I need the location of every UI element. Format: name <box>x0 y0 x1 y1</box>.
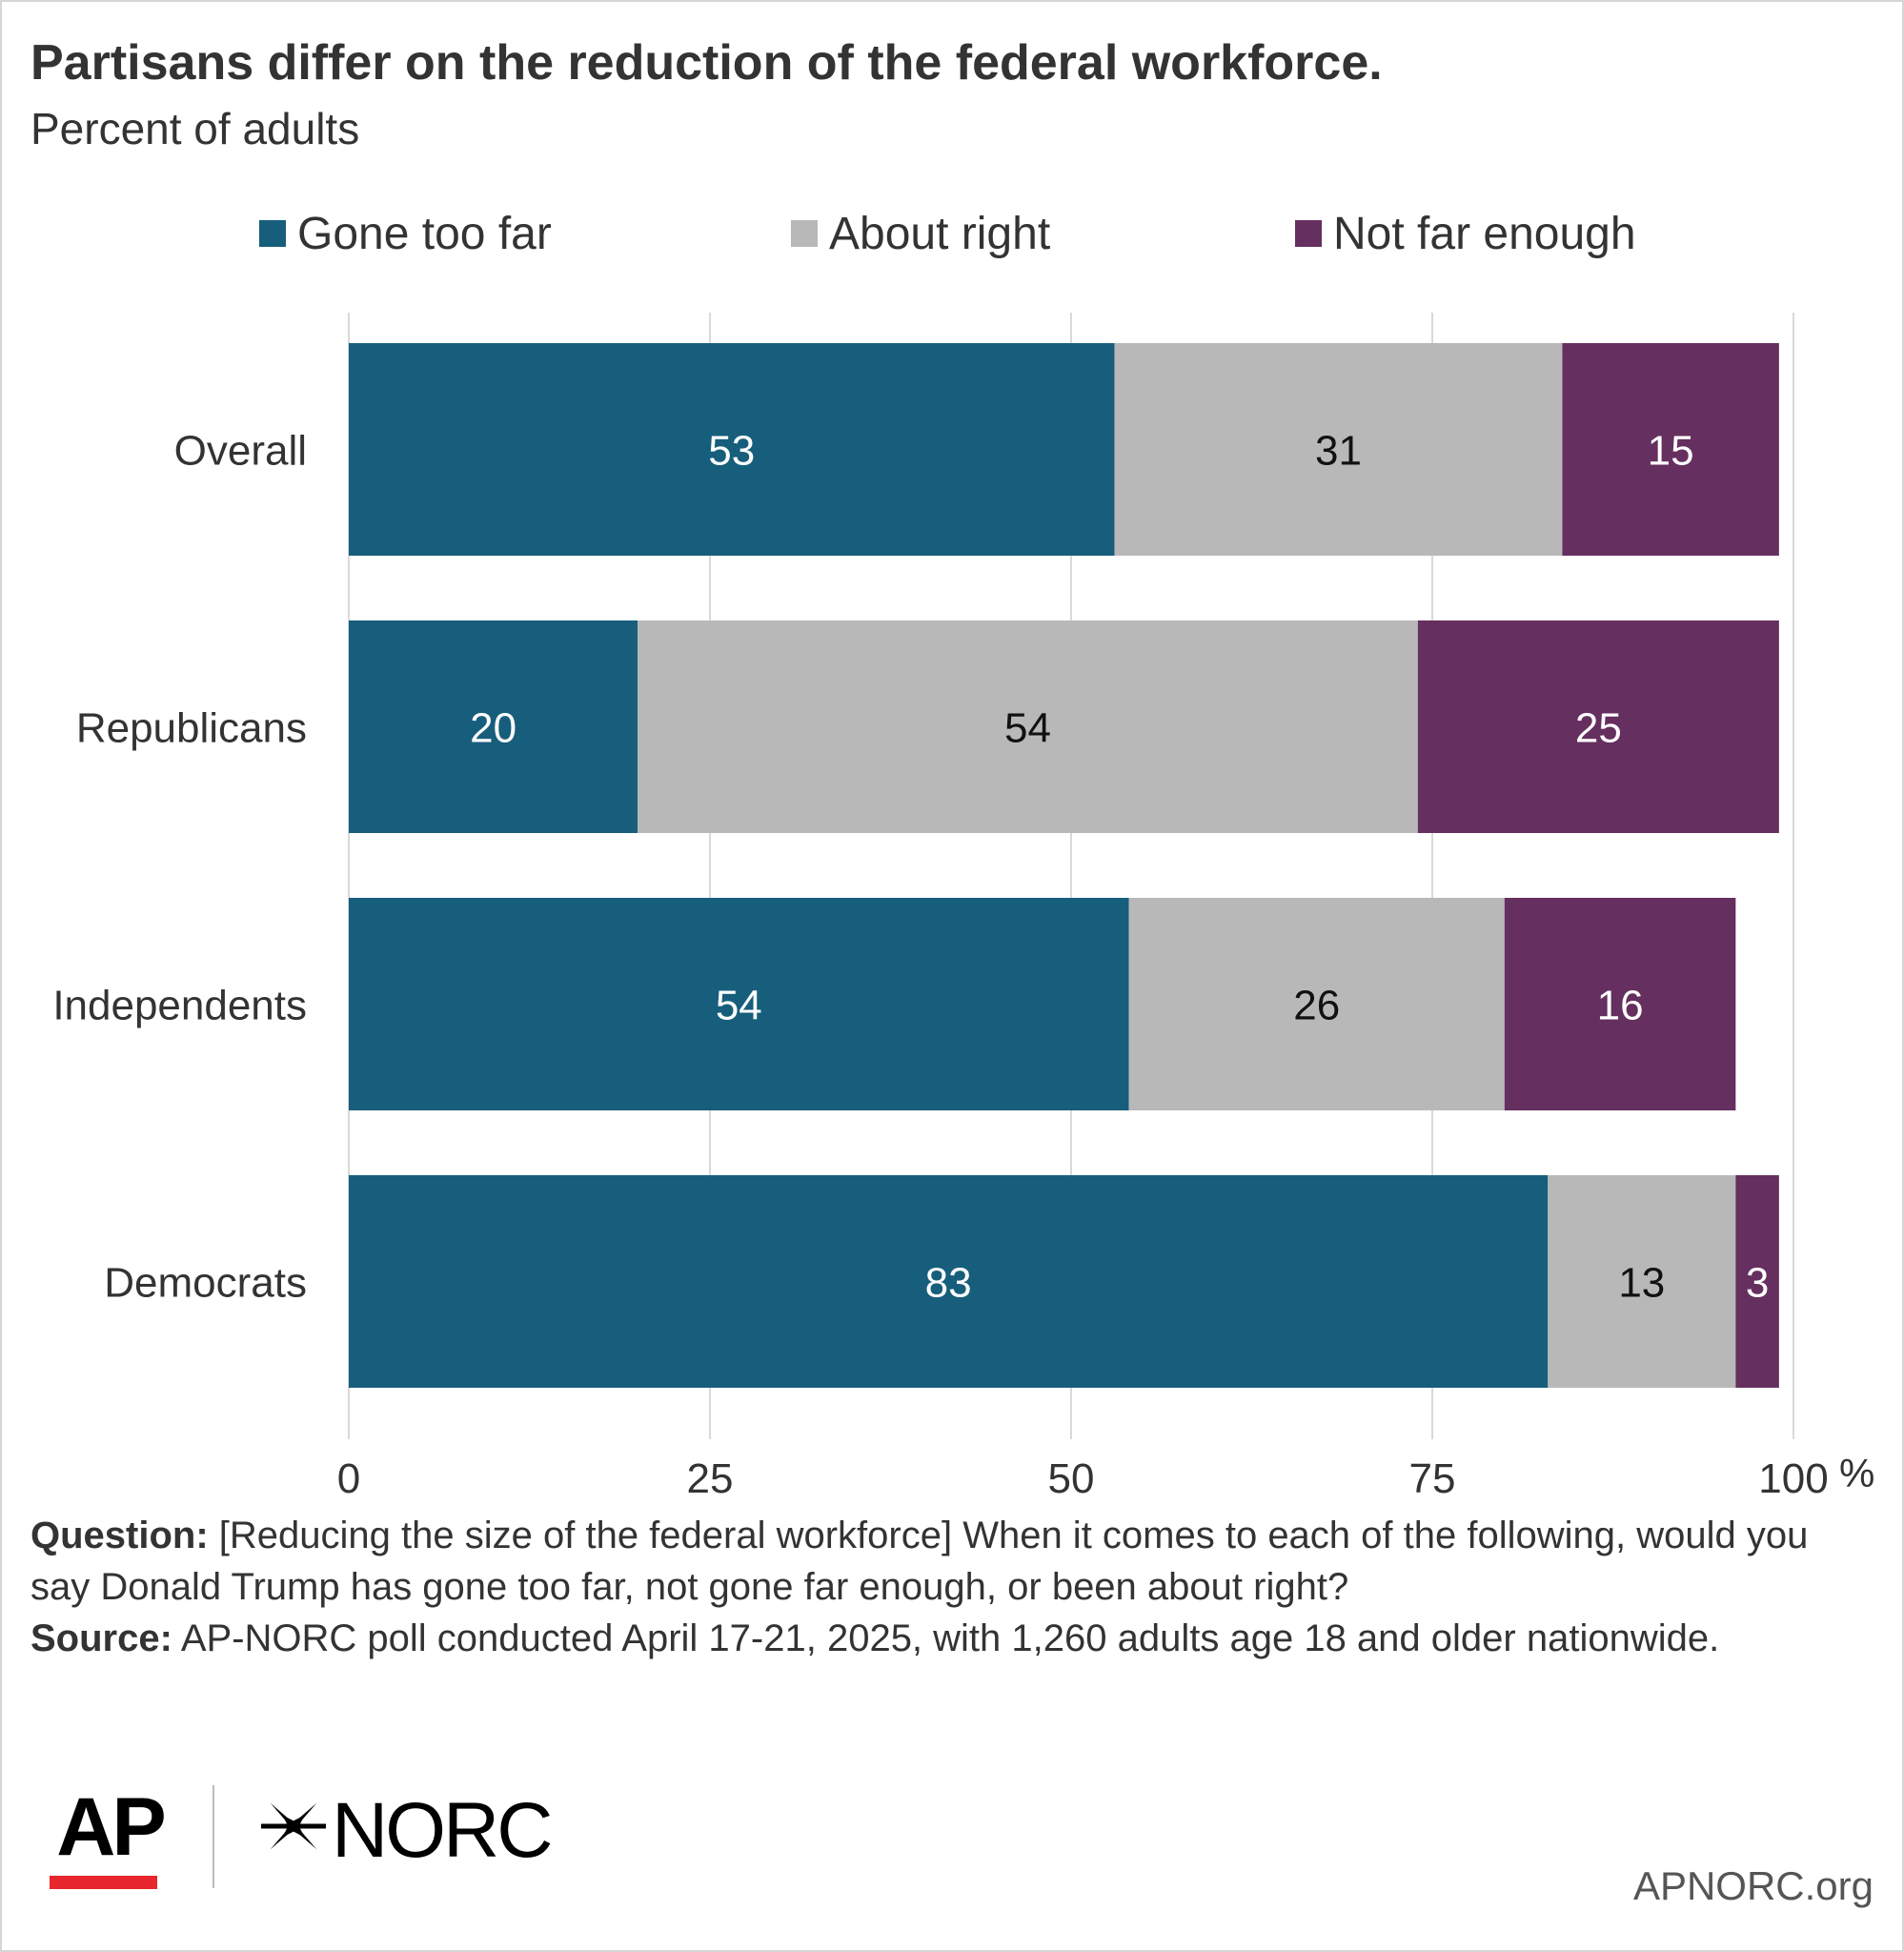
data-label-democrats-gone-too-far: 83 <box>925 1260 972 1307</box>
norc-star-icon <box>261 1802 326 1850</box>
data-label-overall-not-far-enough: 15 <box>1648 428 1694 475</box>
ap-logo-text: AP <box>56 1781 164 1873</box>
source-label: Source: <box>30 1617 172 1659</box>
category-label-democrats: Democrats <box>104 1260 307 1307</box>
data-label-democrats-about-right: 13 <box>1618 1260 1665 1307</box>
logo-divider <box>213 1785 214 1888</box>
data-label-democrats-not-far-enough: 3 <box>1746 1260 1769 1307</box>
legend-item-about-right: About right <box>791 205 1050 262</box>
data-label-republicans-about-right: 54 <box>1004 705 1051 752</box>
data-label-republicans-not-far-enough: 25 <box>1575 705 1622 752</box>
category-label-overall: Overall <box>174 428 307 475</box>
data-label-independents-gone-too-far: 54 <box>716 983 762 1029</box>
question-label: Question: <box>30 1515 209 1556</box>
legend-swatch-about-right <box>791 220 818 247</box>
question-text: [Reducing the size of the federal workfo… <box>30 1515 1809 1608</box>
bar-overall-not-far-enough <box>1562 343 1779 556</box>
x-tick-label-75: 75 <box>1409 1455 1456 1502</box>
legend: Gone too far About right Not far enough <box>0 205 1904 262</box>
x-axis-unit: % <box>1839 1451 1874 1495</box>
data-label-independents-about-right: 26 <box>1293 983 1340 1029</box>
chart-notes: Question: [Reducing the size of the fede… <box>30 1510 1870 1664</box>
ap-logo: AP <box>50 1781 168 1889</box>
x-tick-label-50: 50 <box>1048 1455 1095 1502</box>
bar-republicans-not-far-enough <box>1417 620 1779 833</box>
question-note: Question: [Reducing the size of the fede… <box>30 1510 1870 1613</box>
bar-democrats-gone-too-far <box>349 1175 1549 1388</box>
legend-item-not-far-enough: Not far enough <box>1295 205 1636 262</box>
data-label-overall-about-right: 31 <box>1315 428 1362 475</box>
ap-logo-underline <box>50 1876 157 1889</box>
legend-swatch-not-far-enough <box>1295 220 1322 247</box>
source-note: Source: AP-NORC poll conducted April 17-… <box>30 1613 1870 1664</box>
legend-item-gone-too-far: Gone too far <box>259 205 552 262</box>
category-label-republicans: Republicans <box>76 705 307 752</box>
bar-independents-about-right <box>1128 898 1505 1110</box>
x-tick-label-25: 25 <box>687 1455 734 1502</box>
chart-title: Partisans differ on the reduction of the… <box>30 35 1383 91</box>
bar-democrats-not-far-enough <box>1735 1175 1779 1388</box>
norc-logo: NORC <box>261 1787 554 1874</box>
bar-overall-gone-too-far <box>349 343 1115 556</box>
legend-label-not-far-enough: Not far enough <box>1333 208 1636 259</box>
x-tick-label-0: 0 <box>337 1455 360 1502</box>
data-label-republicans-gone-too-far: 20 <box>470 705 517 752</box>
norc-logo-text: NORC <box>332 1787 551 1874</box>
bar-independents-gone-too-far <box>349 898 1129 1110</box>
bar-republicans-about-right <box>638 620 1418 833</box>
bar-independents-not-far-enough <box>1504 898 1736 1110</box>
legend-label-gone-too-far: Gone too far <box>297 208 552 259</box>
data-label-overall-gone-too-far: 53 <box>708 428 755 475</box>
site-url: APNORC.org <box>1632 1863 1874 1908</box>
bar-democrats-about-right <box>1548 1175 1736 1388</box>
stacked-bar-chart: 0 25 50 75 100 % Overall 53 31 15 Republicans 20 54 2… <box>52 313 1874 1502</box>
x-tick-label-100: 100 <box>1758 1455 1828 1502</box>
chart-subtitle: Percent of adults <box>30 104 360 153</box>
category-label-independents: Independents <box>52 983 307 1029</box>
bar-overall-about-right <box>1114 343 1563 556</box>
legend-label-about-right: About right <box>829 208 1051 259</box>
legend-swatch-gone-too-far <box>259 220 286 247</box>
source-text: AP-NORC poll conducted April 17-21, 2025… <box>172 1617 1720 1659</box>
bar-republicans-gone-too-far <box>349 620 638 833</box>
data-label-independents-not-far-enough: 16 <box>1597 983 1644 1029</box>
